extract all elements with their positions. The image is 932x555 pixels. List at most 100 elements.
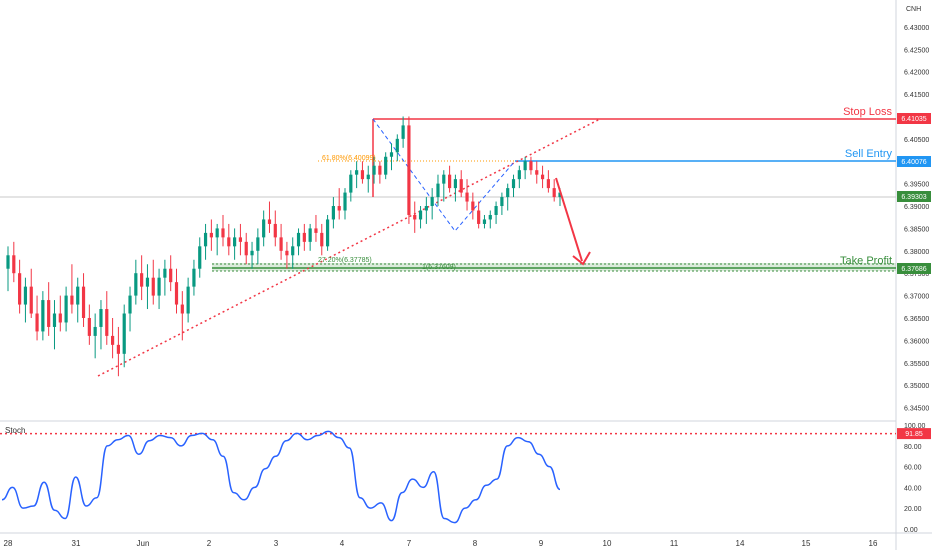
candle[interactable] (285, 241, 289, 269)
candle[interactable] (378, 161, 382, 184)
candle[interactable] (174, 268, 179, 314)
candle[interactable] (407, 116, 411, 224)
candle[interactable] (12, 241, 16, 283)
candle[interactable] (140, 255, 144, 301)
candle[interactable] (308, 223, 312, 251)
candle[interactable] (418, 206, 423, 229)
candle[interactable] (535, 161, 539, 184)
candle[interactable] (296, 228, 301, 256)
candle[interactable] (436, 174, 440, 207)
candle[interactable] (18, 259, 22, 314)
candle[interactable] (453, 174, 458, 202)
candle[interactable] (337, 188, 341, 220)
candle[interactable] (401, 116, 405, 148)
candle[interactable] (157, 268, 161, 310)
candle[interactable] (180, 291, 184, 341)
stoch-title[interactable]: Stoch (5, 426, 25, 435)
stoch-line[interactable] (1, 430, 561, 524)
candle[interactable] (145, 264, 150, 310)
candle[interactable] (320, 223, 324, 256)
candle[interactable] (134, 259, 138, 305)
candle[interactable] (87, 304, 91, 345)
candle[interactable] (256, 228, 260, 265)
trendline[interactable] (97, 118, 601, 377)
candle[interactable] (76, 277, 80, 323)
candle[interactable] (366, 165, 370, 193)
candle[interactable] (546, 170, 550, 193)
candle[interactable] (233, 228, 237, 260)
candle[interactable] (70, 264, 74, 314)
take-profit-zone[interactable] (212, 263, 896, 271)
candle[interactable] (372, 156, 376, 184)
candle[interactable] (238, 223, 243, 256)
candle[interactable] (169, 255, 173, 292)
candle[interactable] (58, 295, 62, 332)
candle[interactable] (355, 161, 359, 189)
candle[interactable] (110, 317, 115, 359)
candle[interactable] (442, 170, 446, 202)
candle[interactable] (198, 237, 202, 278)
candle[interactable] (477, 201, 481, 229)
candle[interactable] (279, 223, 283, 260)
candle[interactable] (122, 304, 126, 368)
candle[interactable] (331, 197, 335, 229)
candle[interactable] (424, 197, 428, 224)
time-axis[interactable]: 28 31 Jun 2 3 4 7 8 9 10 11 14 15 16 (4, 539, 878, 548)
candle[interactable] (314, 214, 318, 242)
candle[interactable] (343, 188, 347, 220)
candle[interactable] (465, 179, 469, 211)
candle[interactable] (291, 237, 295, 269)
candle[interactable] (262, 210, 266, 247)
candle[interactable] (29, 268, 33, 318)
candle[interactable] (273, 210, 277, 247)
candle[interactable] (209, 219, 213, 251)
candle[interactable] (500, 192, 504, 215)
candle[interactable] (81, 273, 86, 327)
candle[interactable] (203, 223, 208, 260)
candle[interactable] (186, 277, 190, 323)
candle[interactable] (64, 286, 68, 332)
candle[interactable] (41, 291, 45, 341)
candle[interactable] (395, 134, 399, 162)
candle[interactable] (506, 183, 510, 211)
candle[interactable] (52, 300, 57, 350)
candle[interactable] (215, 223, 219, 256)
candle[interactable] (413, 201, 417, 233)
candle[interactable] (459, 170, 463, 198)
candle[interactable] (488, 210, 492, 229)
candle[interactable] (540, 165, 545, 189)
candle[interactable] (494, 201, 498, 224)
candle[interactable] (244, 232, 248, 265)
candle[interactable] (6, 246, 10, 292)
candle[interactable] (325, 214, 330, 251)
candle[interactable] (116, 326, 120, 377)
candle[interactable] (517, 165, 521, 189)
candle[interactable] (552, 179, 556, 202)
candle[interactable] (482, 214, 487, 229)
candle[interactable] (99, 300, 103, 350)
candle[interactable] (192, 259, 196, 296)
candle[interactable] (221, 214, 225, 247)
candle[interactable] (523, 156, 527, 180)
candle[interactable] (128, 286, 132, 332)
candle[interactable] (163, 259, 167, 296)
candle[interactable] (471, 192, 475, 220)
candle[interactable] (35, 295, 39, 341)
candle[interactable] (47, 282, 51, 336)
candle[interactable] (511, 174, 516, 198)
candle[interactable] (448, 165, 452, 193)
candle[interactable] (227, 223, 231, 256)
candle[interactable] (267, 201, 272, 233)
candle[interactable] (151, 259, 155, 305)
stoch-axis[interactable]: 100.00 80.00 60.00 40.00 20.00 0.00 (904, 423, 926, 534)
candle[interactable] (384, 152, 388, 180)
candle[interactable] (360, 161, 365, 184)
candle[interactable] (389, 143, 394, 171)
candle[interactable] (529, 156, 533, 175)
candle[interactable] (105, 291, 109, 345)
candle[interactable] (250, 241, 254, 269)
candle[interactable] (93, 313, 97, 359)
candle[interactable] (430, 188, 434, 220)
candle[interactable] (349, 170, 353, 202)
candle[interactable] (23, 277, 28, 323)
